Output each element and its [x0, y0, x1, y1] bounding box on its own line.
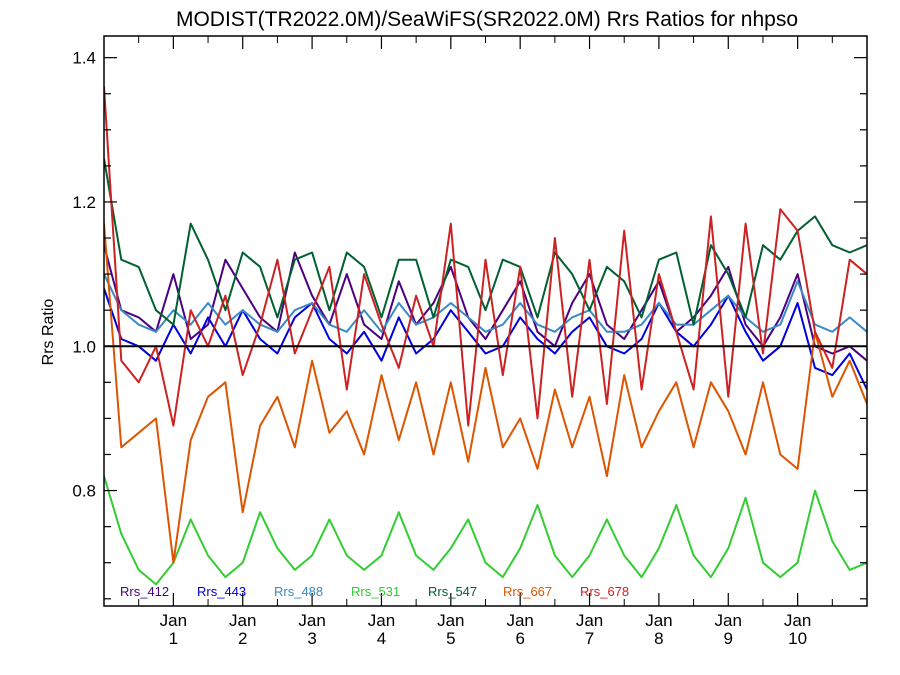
x-tick-label-day: 8: [654, 629, 663, 648]
x-tick-label-month: Jan: [645, 611, 672, 630]
x-tick-label-month: Jan: [576, 611, 603, 630]
x-tick-label-month: Jan: [160, 611, 187, 630]
x-tick-label-day: 1: [169, 629, 178, 648]
x-tick-label-day: 9: [724, 629, 733, 648]
x-tick-label-month: Jan: [229, 611, 256, 630]
series-line-rrs-678: [104, 86, 867, 427]
x-tick-label-month: Jan: [784, 611, 811, 630]
x-tick-label-day: 2: [238, 629, 247, 648]
plot-lines: [104, 86, 867, 586]
y-axis-label: Rrs Ratio: [40, 299, 57, 366]
series-line-rrs-443: [104, 288, 867, 390]
legend-entry-rrs-412: Rrs_412: [120, 584, 169, 599]
legend-entry-rrs-547: Rrs_547: [428, 584, 477, 599]
x-tick-label-month: Jan: [368, 611, 395, 630]
y-tick-label: 0.8: [72, 482, 96, 501]
legend-entry-rrs-443: Rrs_443: [197, 584, 246, 599]
chart-title: MODIST(TR2022.0M)/SeaWiFS(SR2022.0M) Rrs…: [176, 8, 798, 31]
y-tick-label: 1.0: [72, 337, 96, 356]
x-tick-label-month: Jan: [437, 611, 464, 630]
x-tick-label-month: Jan: [715, 611, 742, 630]
legend: Rrs_412 Rrs_443 Rrs_488 Rrs_531 Rrs_547 Rrs_6…: [120, 584, 629, 599]
x-axis-ticks: Jan1Jan2Jan3Jan4Jan5Jan6Jan7Jan8Jan9Jan1…: [138, 36, 833, 648]
legend-entry-rrs-531: Rrs_531: [351, 584, 400, 599]
y-axis-ticks: 0.8 1.0 1.2 1.4: [72, 49, 867, 600]
legend-entry-rrs-667: Rrs_667: [503, 584, 552, 599]
x-tick-label-day: 4: [377, 629, 386, 648]
legend-entry-rrs-488: Rrs_488: [274, 584, 323, 599]
y-tick-label: 1.4: [72, 49, 96, 68]
x-tick-label-day: 6: [515, 629, 524, 648]
series-line-rrs-667: [104, 223, 867, 564]
series-line-rrs-547: [104, 158, 867, 326]
y-tick-label: 1.2: [72, 193, 96, 212]
x-tick-label-day: 3: [307, 629, 316, 648]
x-tick-label-day: 10: [788, 629, 807, 648]
legend-entry-rrs-678: Rrs_678: [580, 584, 629, 599]
x-tick-label-month: Jan: [298, 611, 325, 630]
x-tick-label-month: Jan: [506, 611, 533, 630]
series-line-rrs-531: [104, 475, 867, 586]
x-tick-label-day: 7: [585, 629, 594, 648]
x-tick-label-day: 5: [446, 629, 455, 648]
